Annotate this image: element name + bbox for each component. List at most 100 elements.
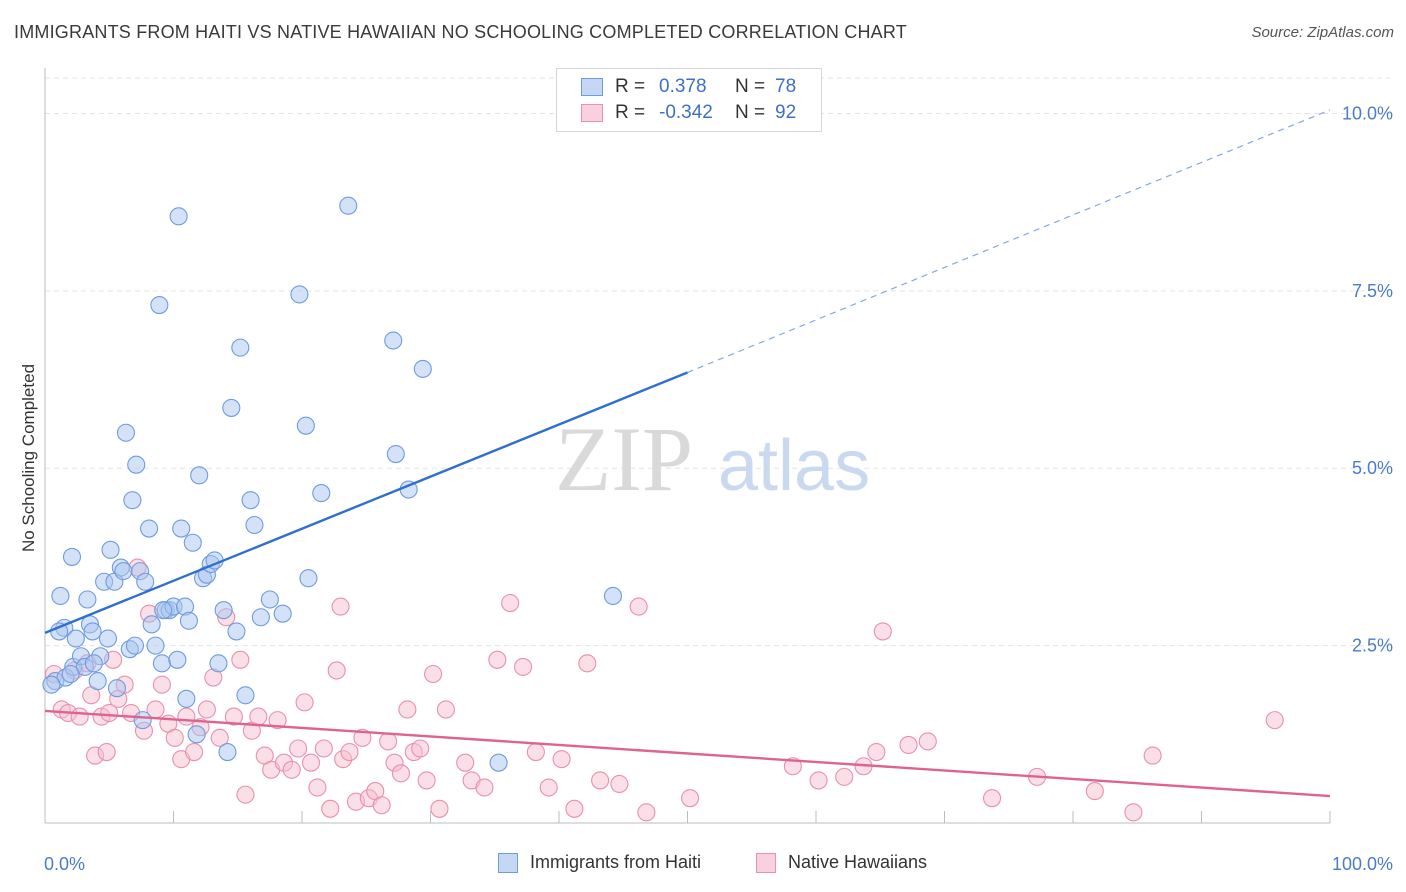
point-native-hawaiians xyxy=(210,728,229,747)
point-immigrants-haiti xyxy=(183,533,202,552)
trend-lines xyxy=(44,109,1331,798)
point-immigrants-haiti xyxy=(209,654,228,673)
point-native-hawaiians xyxy=(526,742,545,762)
x-tick-label-max: 100.0% xyxy=(1332,854,1393,874)
point-native-hawaiians xyxy=(1085,782,1104,801)
point-immigrants-haiti xyxy=(339,196,358,215)
point-immigrants-haiti xyxy=(222,398,241,417)
point-native-hawaiians xyxy=(982,789,1002,808)
point-native-hawaiians xyxy=(565,799,584,818)
point-immigrants-haiti xyxy=(114,562,133,581)
point-native-hawaiians xyxy=(97,742,116,762)
point-immigrants-haiti xyxy=(169,207,188,226)
point-native-hawaiians xyxy=(301,753,321,772)
legend-r-label: R = xyxy=(615,76,646,97)
point-native-hawaiians xyxy=(436,700,455,719)
point-native-hawaiians xyxy=(867,742,886,762)
point-native-hawaiians xyxy=(513,657,533,676)
point-native-hawaiians xyxy=(501,593,520,613)
point-immigrants-haiti xyxy=(245,515,264,535)
point-immigrants-haiti xyxy=(98,629,118,648)
point-native-hawaiians xyxy=(295,693,314,712)
point-native-hawaiians xyxy=(224,707,243,726)
series-legend-haiti: Immigrants from Haiti xyxy=(498,852,701,873)
point-immigrants-haiti xyxy=(136,572,155,591)
point-immigrants-haiti xyxy=(83,622,102,641)
point-immigrants-haiti xyxy=(177,689,196,708)
point-native-hawaiians xyxy=(783,757,802,776)
legend-r-value: -0.342 xyxy=(659,102,713,123)
x-tick-label-min: 0.0% xyxy=(44,854,85,874)
axes xyxy=(44,68,1331,824)
point-immigrants-haiti xyxy=(84,654,103,673)
point-native-hawaiians xyxy=(456,753,475,772)
point-native-hawaiians xyxy=(289,739,308,758)
series-legend-hawaiians: Native Hawaiians xyxy=(756,852,927,873)
series-legend-swatch-hawaiians xyxy=(756,852,776,873)
watermark-atlas: atlas xyxy=(718,426,870,506)
point-native-hawaiians xyxy=(552,750,571,769)
point-immigrants-haiti xyxy=(127,455,146,474)
correlation-legend: R = 0.378 N = 78 R = -0.342 N = 92 xyxy=(556,68,822,132)
y-axis-label: No Schooling Completed xyxy=(19,364,38,552)
point-immigrants-haiti xyxy=(386,444,405,464)
point-immigrants-haiti xyxy=(78,590,97,609)
point-native-hawaiians xyxy=(372,796,391,815)
point-native-hawaiians xyxy=(578,654,597,673)
point-native-hawaiians xyxy=(835,767,854,786)
point-immigrants-haiti xyxy=(133,711,152,730)
point-immigrants-haiti xyxy=(88,672,107,691)
point-immigrants-haiti xyxy=(116,423,136,442)
point-native-hawaiians xyxy=(475,778,494,797)
point-native-hawaiians xyxy=(282,760,301,779)
point-native-hawaiians xyxy=(321,799,340,818)
trend-line-haiti xyxy=(44,371,688,634)
point-immigrants-haiti xyxy=(187,725,206,744)
point-native-hawaiians xyxy=(1265,711,1284,730)
point-native-hawaiians xyxy=(539,778,558,797)
point-native-hawaiians xyxy=(327,661,346,680)
series-legend-label-hawaiians: Native Hawaiians xyxy=(788,852,928,872)
point-native-hawaiians xyxy=(70,707,89,726)
point-native-hawaiians xyxy=(353,728,372,747)
point-native-hawaiians xyxy=(411,739,430,758)
point-immigrants-haiti xyxy=(190,466,209,485)
watermark: ZIP atlas xyxy=(555,408,870,510)
point-native-hawaiians xyxy=(177,707,196,726)
point-native-hawaiians xyxy=(424,664,443,684)
point-immigrants-haiti xyxy=(231,338,250,357)
point-immigrants-haiti xyxy=(290,285,309,304)
point-immigrants-haiti xyxy=(413,359,432,378)
point-immigrants-haiti xyxy=(312,484,331,503)
legend-n-value: 78 xyxy=(775,76,797,97)
series-legend-swatch-haiti xyxy=(498,852,518,873)
point-immigrants-haiti xyxy=(140,519,159,538)
point-native-hawaiians xyxy=(637,803,656,822)
point-native-hawaiians xyxy=(197,700,216,719)
point-native-hawaiians xyxy=(610,774,629,794)
trend-line-haiti-extension xyxy=(687,109,1331,374)
point-native-hawaiians xyxy=(185,742,204,762)
point-native-hawaiians xyxy=(268,711,287,730)
legend-n-value: 92 xyxy=(775,102,797,123)
point-immigrants-haiti xyxy=(227,622,246,641)
y-tick-label: 5.0% xyxy=(1352,458,1393,478)
point-immigrants-haiti xyxy=(152,654,171,673)
point-native-hawaiians xyxy=(1143,746,1162,765)
y-tick-label: 2.5% xyxy=(1352,636,1393,656)
point-native-hawaiians xyxy=(918,732,937,751)
point-immigrants-haiti xyxy=(260,590,279,609)
point-immigrants-haiti xyxy=(214,601,233,620)
point-immigrants-haiti xyxy=(172,519,191,538)
point-native-hawaiians xyxy=(340,742,359,762)
point-immigrants-haiti xyxy=(107,679,127,698)
series-legend-label-haiti: Immigrants from Haiti xyxy=(530,852,702,872)
legend-n-label: N = xyxy=(735,76,766,97)
point-immigrants-haiti xyxy=(142,615,161,634)
point-immigrants-haiti xyxy=(489,753,508,772)
legend-swatch-hawaiians xyxy=(581,104,603,122)
point-native-hawaiians xyxy=(681,789,700,808)
point-native-hawaiians xyxy=(308,778,327,797)
legend-row-hawaiians: R = -0.342 N = 92 xyxy=(581,100,796,126)
